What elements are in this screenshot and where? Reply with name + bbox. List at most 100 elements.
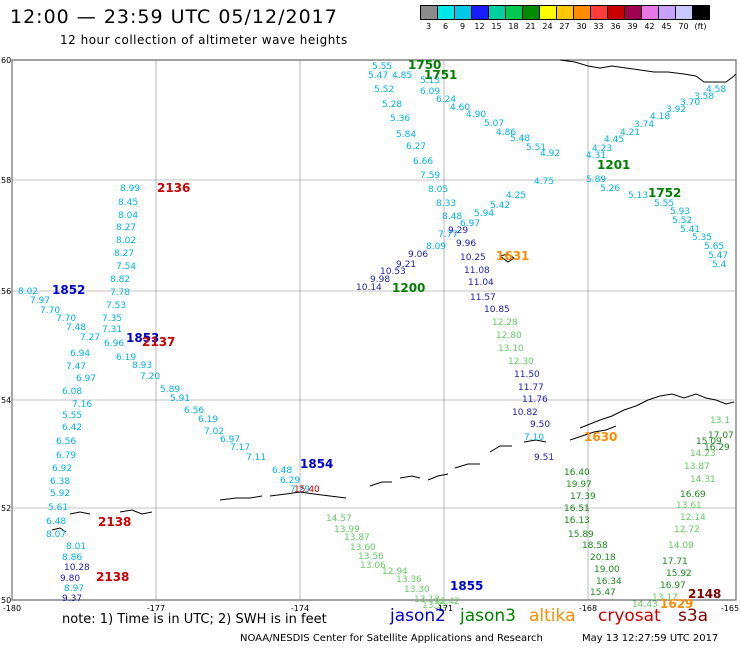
swh-value-label: 3.70: [680, 98, 700, 108]
swh-value-label: 8.33: [436, 199, 456, 209]
swh-value-label: 6.48: [46, 517, 66, 527]
swh-value-label: 6.94: [70, 349, 90, 359]
swh-value-label: 5.93: [670, 207, 690, 217]
swh-value-label: 5.55: [654, 199, 674, 209]
swh-value-label: 14.43: [632, 600, 658, 610]
colorbar-legend: [420, 5, 710, 20]
colorbar-cell: [692, 5, 710, 20]
pass-time-label: 2148: [688, 587, 721, 601]
swh-value-label: 4.23: [592, 144, 612, 154]
swh-value-label: 7.31: [102, 325, 122, 335]
peninsula-coast: [569, 425, 617, 441]
swh-value-label: 6.08: [62, 387, 82, 397]
swh-value-label: 5.47: [368, 71, 388, 81]
pass-time-label: 1853: [126, 331, 159, 345]
legend-note: note: 1) Time is in UTC; 2) SWH is in fe…: [62, 612, 327, 627]
swh-value-label: 8.97: [64, 584, 84, 594]
pass-time-label: 1751: [424, 68, 457, 82]
swh-value-label: 7.59: [420, 171, 440, 181]
swh-value-label: 13.30: [404, 585, 430, 595]
colorbar-label: 39: [627, 22, 638, 31]
swh-value-label: 5.28: [382, 100, 402, 110]
swh-value-label: 5.55: [62, 411, 82, 421]
swh-value-label: 18.58: [582, 541, 608, 551]
pass-time-label: 2137: [142, 335, 175, 349]
swh-value-label: 8.27: [114, 249, 134, 259]
aleutian-11: [51, 527, 67, 533]
swh-value-label: 9.21: [396, 260, 416, 270]
swh-value-label: 9.51: [534, 453, 554, 463]
swh-value-label: 5.55: [372, 62, 392, 72]
colorbar-label: (ft): [694, 22, 707, 31]
swh-value-label: 8.02: [116, 236, 136, 246]
swh-value-label: 6.24: [436, 95, 456, 105]
swh-value-label: 4.75: [534, 177, 554, 187]
swh-value-label: 13.87: [684, 462, 710, 472]
aleutian-1: [427, 473, 449, 481]
swh-value-label: 14.09: [668, 541, 694, 551]
swh-value-label: 7.27: [80, 333, 100, 343]
swh-value-label: 7.20: [140, 372, 160, 382]
swh-value-label: 8.48: [442, 212, 462, 222]
swh-value-label: 15.92: [666, 569, 692, 579]
swh-value-label: 7.78: [110, 288, 130, 298]
colorbar-label: 36: [610, 22, 621, 31]
pass-time-label: 1629: [660, 597, 693, 611]
aleutian-4: [523, 439, 547, 443]
aleutian-3: [489, 445, 512, 453]
swh-value-label: 9.29: [448, 226, 468, 236]
swh-value-label: 4.31: [586, 151, 606, 161]
swh-value-label: 4.85: [392, 71, 412, 81]
swh-value-label: 7.77: [438, 230, 458, 240]
swh-value-label: 8.45: [118, 198, 138, 208]
colorbar-label: 3: [425, 22, 432, 31]
track-labels: 5.555.47 4.855.525.285.365.846.276.667.59…: [18, 58, 734, 611]
x-tick-label: -168: [579, 604, 597, 613]
colorbar-label: 9: [459, 22, 466, 31]
swh-value-label: 10.82: [512, 408, 538, 418]
legend-jason2: jason2: [390, 606, 446, 626]
axis-tick-labels: -180 -177 -174 -171 -168 -165 60 58 56 54 52 50: [1, 56, 739, 613]
swh-value-label: 8.82: [110, 275, 130, 285]
map-grid: [11, 59, 737, 601]
x-tick-label: -177: [147, 604, 165, 613]
swh-value-label: 6.96: [104, 339, 124, 349]
swh-value-label: 9.98: [370, 275, 390, 285]
swh-value-label: 13.36: [396, 575, 422, 585]
pass-time-label: 1855: [450, 579, 483, 593]
swh-value-label: 5.47: [708, 251, 728, 261]
colorbar-label: 33: [593, 22, 604, 31]
swh-value-label: 5.13: [628, 191, 648, 201]
swh-value-label: 4.58: [706, 85, 726, 95]
swh-value-label: 20.18: [590, 553, 616, 563]
swh-value-label: 6.19: [198, 415, 218, 425]
swh-value-label: 19.00: [594, 565, 620, 575]
swh-value-label: 6.56: [184, 406, 204, 416]
swh-value-label: 7.10: [524, 433, 544, 443]
colorbar-label: 45: [661, 22, 672, 31]
swh-value-label: 5.41: [680, 225, 700, 235]
footer-timestamp: May 13 12:27:59 UTC 2017: [582, 633, 719, 644]
swh-value-label: 9.96: [456, 239, 476, 249]
swh-value-label: 7.48: [66, 323, 86, 333]
y-tick-label: 60: [1, 56, 11, 65]
aleutian-8: [219, 495, 263, 501]
swh-value-label: 7.97: [30, 296, 50, 306]
swh-value-label: 4.25: [506, 191, 526, 201]
legend-s3a: s3a: [678, 606, 709, 626]
legend-cryosat: cryosat: [598, 606, 661, 626]
swh-value-label: 4.92: [540, 149, 560, 159]
colorbar-labels: 3 6 9 12 15 18 21 24 27 30 33 36 39 42 45 70 (ft): [420, 22, 709, 31]
swh-value-label: 17.07: [708, 431, 734, 441]
swh-value-label: 9.06: [408, 250, 428, 260]
swh-value-label: 6.09: [420, 87, 440, 97]
swh-value-label: 7.70: [40, 306, 60, 316]
colorbar-label: 42: [644, 22, 655, 31]
swh-value-label: 14.57: [326, 514, 352, 524]
x-tick-label: -171: [435, 604, 453, 613]
swh-value-label: 12.28: [492, 318, 518, 328]
swh-value-label: 6.66: [413, 157, 433, 167]
swh-value-label: 8.07: [46, 530, 66, 540]
swh-value-label: 9.37: [62, 594, 82, 604]
swh-value-label: 7.53: [106, 301, 126, 311]
